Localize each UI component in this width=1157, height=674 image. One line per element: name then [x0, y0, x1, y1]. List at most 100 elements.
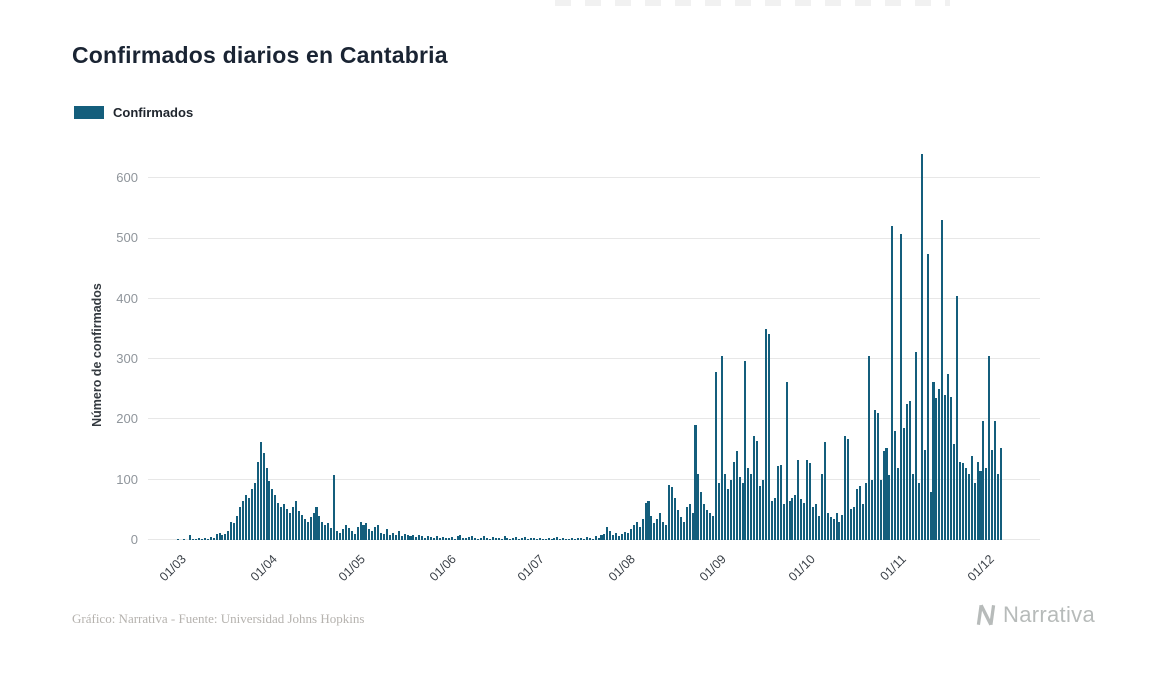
- bar[interactable]: [424, 537, 427, 540]
- bar[interactable]: [679, 517, 682, 540]
- bar[interactable]: [544, 538, 547, 540]
- bar[interactable]: [794, 494, 797, 540]
- bar[interactable]: [612, 535, 615, 540]
- bar[interactable]: [588, 538, 591, 540]
- bar[interactable]: [239, 506, 242, 540]
- bar[interactable]: [770, 500, 773, 540]
- bar[interactable]: [277, 502, 280, 540]
- bar[interactable]: [427, 535, 430, 540]
- bar[interactable]: [465, 538, 468, 540]
- bar[interactable]: [709, 512, 712, 540]
- bar[interactable]: [997, 473, 1000, 540]
- bar[interactable]: [850, 508, 853, 540]
- bar[interactable]: [985, 467, 988, 540]
- bar[interactable]: [494, 538, 497, 540]
- bar[interactable]: [359, 521, 362, 540]
- bar[interactable]: [900, 233, 903, 540]
- bar[interactable]: [773, 497, 776, 540]
- bar[interactable]: [635, 521, 638, 540]
- bar[interactable]: [524, 537, 527, 540]
- bar[interactable]: [341, 529, 344, 540]
- bar[interactable]: [309, 517, 312, 540]
- bar[interactable]: [914, 351, 917, 540]
- bar[interactable]: [518, 538, 521, 540]
- bar[interactable]: [929, 491, 932, 540]
- bar[interactable]: [242, 500, 245, 540]
- legend[interactable]: Confirmados: [74, 105, 193, 120]
- bar[interactable]: [665, 524, 668, 540]
- bar[interactable]: [958, 461, 961, 540]
- bar[interactable]: [491, 537, 494, 540]
- bar[interactable]: [762, 479, 765, 540]
- bar[interactable]: [694, 425, 697, 540]
- bar[interactable]: [406, 535, 409, 540]
- bar[interactable]: [976, 461, 979, 540]
- bar[interactable]: [559, 538, 562, 540]
- bar[interactable]: [729, 479, 732, 540]
- bar[interactable]: [982, 420, 985, 540]
- bar[interactable]: [388, 535, 391, 540]
- bar[interactable]: [259, 441, 262, 540]
- bar[interactable]: [814, 503, 817, 540]
- bar[interactable]: [656, 518, 659, 540]
- bar[interactable]: [806, 460, 809, 540]
- bar[interactable]: [873, 410, 876, 540]
- bar[interactable]: [538, 538, 541, 540]
- bar[interactable]: [829, 517, 832, 540]
- bar[interactable]: [497, 537, 500, 540]
- bar[interactable]: [718, 482, 721, 540]
- bar[interactable]: [377, 524, 380, 540]
- bar[interactable]: [932, 382, 935, 540]
- bar[interactable]: [923, 449, 926, 540]
- bar[interactable]: [327, 523, 330, 540]
- bar[interactable]: [894, 431, 897, 540]
- bar[interactable]: [256, 461, 259, 540]
- bar[interactable]: [291, 506, 294, 540]
- bar[interactable]: [321, 521, 324, 540]
- bar[interactable]: [917, 482, 920, 540]
- bar[interactable]: [826, 512, 829, 540]
- bar[interactable]: [297, 511, 300, 540]
- bar[interactable]: [203, 537, 206, 540]
- bar[interactable]: [421, 536, 424, 540]
- bar[interactable]: [315, 506, 318, 540]
- bar[interactable]: [306, 521, 309, 540]
- bar[interactable]: [338, 532, 341, 540]
- bar[interactable]: [782, 503, 785, 540]
- bar[interactable]: [579, 538, 582, 540]
- bar[interactable]: [447, 538, 450, 540]
- bar[interactable]: [767, 333, 770, 540]
- bar[interactable]: [353, 533, 356, 540]
- bar[interactable]: [706, 509, 709, 540]
- bar[interactable]: [244, 494, 247, 540]
- bar[interactable]: [638, 526, 641, 540]
- bar[interactable]: [785, 382, 788, 540]
- bar[interactable]: [647, 500, 650, 540]
- bar[interactable]: [756, 440, 759, 540]
- bar[interactable]: [433, 537, 436, 540]
- bar[interactable]: [597, 537, 600, 540]
- bar[interactable]: [462, 537, 465, 540]
- bar[interactable]: [541, 539, 544, 540]
- bar[interactable]: [703, 503, 706, 540]
- bar[interactable]: [876, 413, 879, 540]
- bar[interactable]: [809, 462, 812, 540]
- bar[interactable]: [885, 448, 888, 540]
- bar[interactable]: [565, 539, 568, 540]
- bar[interactable]: [732, 461, 735, 540]
- bar[interactable]: [400, 535, 403, 540]
- bar[interactable]: [891, 226, 894, 540]
- bar[interactable]: [988, 356, 991, 540]
- bar[interactable]: [920, 154, 923, 540]
- bar[interactable]: [759, 485, 762, 540]
- bar[interactable]: [765, 328, 768, 540]
- bar[interactable]: [738, 476, 741, 540]
- bar[interactable]: [535, 538, 538, 540]
- bar[interactable]: [318, 515, 321, 540]
- bar[interactable]: [662, 521, 665, 540]
- bar[interactable]: [183, 538, 186, 540]
- bar[interactable]: [430, 537, 433, 540]
- bar[interactable]: [618, 536, 621, 540]
- bar[interactable]: [750, 473, 753, 540]
- bar[interactable]: [253, 482, 256, 540]
